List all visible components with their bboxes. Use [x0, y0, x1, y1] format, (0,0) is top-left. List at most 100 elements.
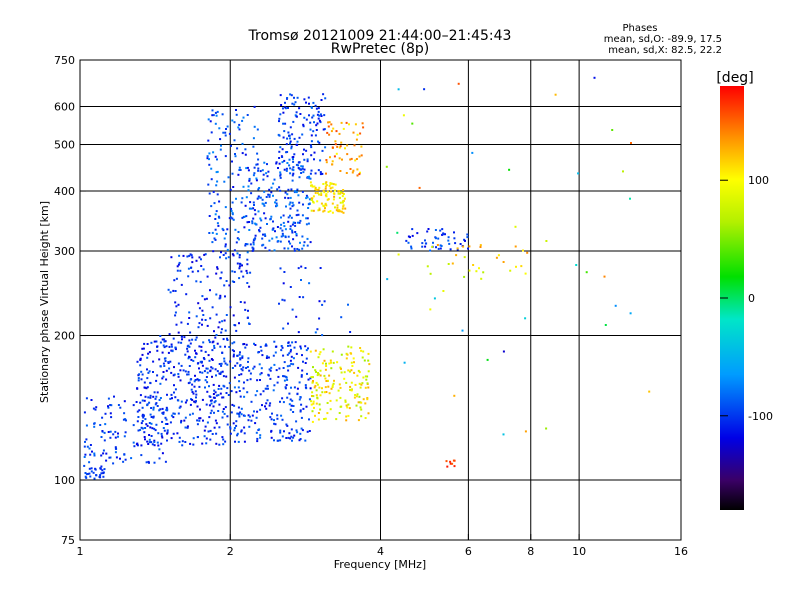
- data-point: [265, 343, 267, 346]
- data-point: [216, 222, 219, 225]
- data-point: [166, 439, 168, 442]
- data-point: [287, 216, 290, 219]
- data-point: [319, 171, 322, 174]
- data-point: [200, 349, 203, 352]
- data-point: [284, 228, 287, 231]
- data-point: [342, 189, 345, 191]
- y-tick-label: 750: [54, 54, 75, 67]
- data-point: [312, 195, 315, 198]
- data-point: [332, 361, 335, 364]
- data-point: [209, 370, 212, 373]
- data-point: [455, 254, 458, 257]
- data-point: [295, 233, 298, 235]
- data-point: [349, 158, 352, 161]
- data-point: [324, 391, 326, 394]
- data-point: [101, 416, 104, 419]
- data-point: [145, 423, 148, 426]
- data-point: [233, 121, 236, 124]
- data-point: [231, 212, 234, 214]
- data-point: [278, 120, 280, 123]
- data-point: [285, 205, 287, 208]
- data-point: [293, 434, 296, 437]
- data-point: [292, 204, 295, 207]
- data-point: [113, 395, 115, 398]
- data-point: [172, 337, 175, 340]
- data-point: [341, 158, 343, 161]
- data-point: [249, 201, 252, 204]
- data-point: [219, 277, 222, 280]
- data-point: [191, 412, 194, 415]
- data-point: [214, 419, 217, 422]
- data-point: [215, 334, 218, 336]
- data-point: [317, 356, 320, 359]
- data-point: [287, 188, 290, 191]
- data-point: [189, 253, 192, 256]
- data-point: [203, 298, 206, 301]
- data-point: [304, 267, 307, 269]
- data-point: [207, 183, 210, 186]
- data-point: [324, 185, 327, 188]
- data-point: [303, 98, 306, 101]
- data-point: [199, 408, 201, 411]
- data-point: [299, 409, 302, 412]
- data-point: [226, 125, 229, 128]
- data-point: [203, 429, 206, 432]
- data-point: [305, 217, 308, 220]
- data-point: [237, 412, 240, 415]
- data-point: [509, 269, 512, 272]
- data-point: [114, 436, 117, 439]
- data-point: [305, 118, 308, 121]
- data-point: [256, 128, 259, 131]
- data-point: [313, 151, 316, 154]
- data-point: [275, 199, 278, 202]
- data-point: [142, 347, 145, 350]
- data-point: [168, 333, 171, 336]
- data-point: [208, 416, 211, 419]
- data-point: [359, 171, 361, 174]
- data-point: [307, 347, 309, 350]
- data-point: [240, 373, 243, 376]
- data-point: [179, 269, 182, 272]
- data-point: [146, 424, 149, 427]
- data-point: [276, 417, 279, 420]
- chart-title-line2: RwPretec (8p): [331, 41, 429, 57]
- data-point: [224, 440, 227, 443]
- data-point: [362, 376, 365, 379]
- data-point: [170, 345, 173, 348]
- data-point: [232, 422, 235, 425]
- data-point: [179, 369, 182, 372]
- data-point: [331, 160, 334, 163]
- data-point: [454, 242, 457, 245]
- data-point: [289, 242, 292, 245]
- data-point: [107, 406, 110, 409]
- data-point: [289, 359, 292, 362]
- data-point: [242, 116, 245, 119]
- data-point: [262, 203, 265, 206]
- data-point: [290, 94, 293, 97]
- data-point: [214, 111, 217, 114]
- data-point: [320, 194, 323, 196]
- data-point: [341, 192, 344, 195]
- data-point: [226, 363, 229, 366]
- data-point: [293, 137, 296, 140]
- data-point: [279, 267, 282, 270]
- data-point: [223, 357, 226, 360]
- data-point: [365, 378, 368, 381]
- data-point: [149, 396, 152, 399]
- data-point: [186, 350, 189, 353]
- data-point: [153, 340, 156, 343]
- data-point: [279, 429, 282, 432]
- data-point: [280, 216, 282, 219]
- data-point: [311, 420, 314, 423]
- data-point: [191, 391, 194, 393]
- data-point: [301, 247, 304, 250]
- data-point: [463, 256, 466, 259]
- x-tick-label: 6: [465, 545, 472, 558]
- data-point: [238, 267, 241, 270]
- data-point: [268, 239, 271, 242]
- data-point: [123, 412, 126, 415]
- data-point: [243, 381, 245, 384]
- data-point: [316, 396, 319, 399]
- data-point: [257, 167, 260, 170]
- data-point: [214, 213, 217, 216]
